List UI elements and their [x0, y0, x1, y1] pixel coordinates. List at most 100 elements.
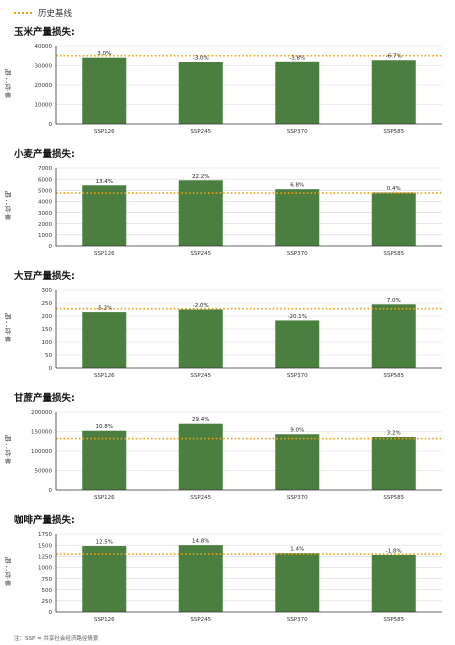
- data-label: 22.2%: [192, 174, 209, 180]
- legend: 历史基线: [14, 6, 72, 20]
- y-tick-label: 0: [49, 366, 53, 372]
- x-tick-label: SSP370: [287, 617, 308, 623]
- y-tick-label: 0: [49, 610, 53, 616]
- x-tick-label: SSP585: [383, 495, 404, 501]
- bar: [371, 192, 416, 246]
- y-tick-label: 100: [42, 340, 53, 346]
- bar: [178, 545, 223, 612]
- y-tick-label: 5000: [38, 188, 52, 194]
- y-tick-label: 200000: [31, 410, 52, 416]
- data-label: -6.7%: [386, 54, 402, 60]
- y-tick-label: 7000: [38, 166, 52, 172]
- bar-chart: 0 50000 100000 150000 200000 10.8% 29.4% 9.0% 3.…: [31, 410, 442, 501]
- x-tick-label: SSP126: [94, 251, 115, 257]
- bar-chart: 0 1000 2000 3000 4000 5000 6000 7000 13.4% 22.2% 6…: [38, 166, 442, 257]
- y-tick-label: 40000: [35, 44, 53, 50]
- data-label: 7.0%: [387, 298, 401, 304]
- chart-title: 大豆产量损失:: [14, 271, 75, 282]
- y-tick-label: 50: [45, 353, 52, 359]
- x-tick-label: SSP370: [287, 495, 308, 501]
- bar: [371, 436, 416, 490]
- data-label: 29.4%: [192, 417, 209, 423]
- x-tick-label: SSP585: [383, 251, 404, 257]
- y-tick-label: 20000: [35, 83, 53, 89]
- y-tick-label: 500: [42, 588, 53, 594]
- bar: [82, 312, 127, 368]
- y-tick-label: 4000: [38, 200, 52, 206]
- data-label: -1.8%: [386, 548, 402, 554]
- data-label: 14.8%: [192, 539, 209, 545]
- x-tick-label: SSP245: [190, 495, 211, 501]
- x-tick-label: SSP126: [94, 129, 115, 135]
- data-label: 3.2%: [387, 430, 401, 436]
- bar-chart: 0 10000 20000 30000 40000 3.0% -3.0% -3.8% -6.7%…: [35, 44, 442, 135]
- chart-panel: 咖啡产量损失: 单位：吨 0 250 500 750 1000 1250 1500 1750 12.…: [0, 512, 455, 632]
- chart-title: 玉米产量损失:: [14, 27, 75, 38]
- x-tick-label: SSP585: [383, 129, 404, 135]
- x-tick-label: SSP245: [190, 373, 211, 379]
- data-label: -3.8%: [289, 55, 305, 61]
- x-tick-label: SSP245: [190, 617, 211, 623]
- data-label: 9.0%: [290, 428, 304, 434]
- data-label: 10.8%: [96, 424, 113, 430]
- y-tick-label: 1250: [38, 554, 52, 560]
- x-tick-label: SSP245: [190, 251, 211, 257]
- footnote: 注：SSP = 共享社会经济路径情景: [14, 636, 99, 642]
- y-tick-label: 1500: [38, 543, 52, 549]
- y-tick-label: 0: [49, 122, 53, 128]
- y-tick-label: 750: [42, 577, 53, 583]
- y-tick-label: 250: [42, 301, 53, 307]
- x-tick-label: SSP126: [94, 617, 115, 623]
- data-label: 6.8%: [290, 183, 304, 189]
- baseline-legend-swatch: [14, 12, 32, 14]
- chart-title: 甘蔗产量损失:: [14, 393, 75, 404]
- bar: [82, 430, 127, 490]
- data-label: -5.2%: [96, 306, 112, 312]
- data-label: 13.4%: [96, 179, 113, 185]
- baseline-legend-label: 历史基线: [38, 9, 73, 19]
- chart-panel: 大豆产量损失: 单位：吨 0 50 100 150 200 250 300 -5.2% -2.0% -…: [0, 268, 455, 388]
- bar-chart: 0 50 100 150 200 250 300 -5.2% -2.0% -20.1% 7.0% SS…: [42, 288, 442, 379]
- y-tick-label: 0: [49, 244, 53, 250]
- y-tick-label: 3000: [38, 211, 52, 217]
- y-tick-label: 1000: [38, 233, 52, 239]
- bar-chart: 0 250 500 750 1000 1250 1500 1750 12.5% 14.8% 1.4%…: [38, 532, 442, 623]
- data-label: 3.0%: [97, 51, 111, 57]
- x-tick-label: SSP126: [94, 373, 115, 379]
- bar: [178, 309, 223, 368]
- bar: [371, 304, 416, 368]
- bar: [275, 320, 320, 368]
- chart-panel: 小麦产量损失: 单位：吨 0 1000 2000 3000 4000 5000 6000 7000…: [0, 146, 455, 266]
- bar: [178, 61, 223, 124]
- bar: [371, 554, 416, 612]
- y-tick-label: 0: [49, 488, 53, 494]
- y-tick-label: 150000: [31, 430, 52, 436]
- x-tick-label: SSP585: [383, 373, 404, 379]
- x-tick-label: SSP370: [287, 129, 308, 135]
- y-tick-label: 150: [42, 327, 53, 333]
- y-tick-label: 30000: [35, 64, 53, 70]
- x-tick-label: SSP370: [287, 373, 308, 379]
- x-tick-label: SSP126: [94, 495, 115, 501]
- bar: [275, 434, 320, 490]
- bar: [82, 57, 127, 125]
- bar: [275, 553, 320, 612]
- data-label: -3.0%: [193, 55, 209, 61]
- y-tick-label: 300: [42, 288, 53, 294]
- bar: [275, 189, 320, 246]
- y-tick-label: 200: [42, 314, 53, 320]
- bar: [82, 546, 127, 612]
- chart-panel: 玉米产量损失: 单位：吨 0 10000 20000 30000 40000 3.0% -3.0…: [0, 24, 455, 144]
- bar: [275, 61, 320, 124]
- bar: [178, 423, 223, 490]
- x-tick-label: SSP245: [190, 129, 211, 135]
- data-label: -20.1%: [288, 314, 307, 320]
- y-tick-label: 50000: [35, 469, 53, 475]
- y-tick-label: 250: [42, 599, 53, 605]
- chart-title: 小麦产量损失:: [14, 149, 75, 160]
- chart-title: 咖啡产量损失:: [14, 515, 75, 526]
- data-label: 12.5%: [96, 540, 113, 546]
- y-tick-label: 6000: [38, 177, 52, 183]
- data-label: -2.0%: [193, 303, 209, 309]
- chart-panel: 甘蔗产量损失: 单位：吨 0 50000 100000 150000 200000 10.8%…: [0, 390, 455, 510]
